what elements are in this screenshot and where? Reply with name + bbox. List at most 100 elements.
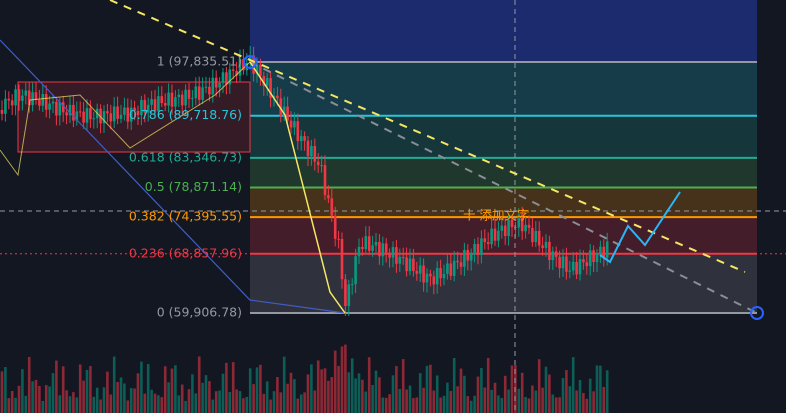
- candle-body: [463, 249, 466, 267]
- candle-body: [255, 64, 259, 74]
- volume-bar: [238, 391, 242, 413]
- candle-body: [61, 102, 65, 113]
- fib-band: [250, 115, 757, 158]
- volume-bar: [316, 360, 320, 413]
- volume-bar: [140, 361, 143, 413]
- volume-bar: [72, 392, 75, 413]
- candle-body: [313, 146, 317, 162]
- candle-body: [201, 87, 204, 100]
- candle-body: [65, 112, 68, 116]
- volume-bar: [527, 398, 531, 413]
- volume-bar: [259, 364, 262, 413]
- candle-body: [480, 238, 483, 255]
- volume-bar: [133, 388, 136, 413]
- candle-body: [548, 241, 551, 261]
- volume-bar: [507, 389, 510, 413]
- volume-bar: [95, 387, 99, 413]
- volume-bar: [398, 388, 402, 413]
- candle-body: [293, 121, 296, 128]
- candle-body: [228, 69, 232, 85]
- volume-bar: [374, 370, 378, 413]
- candle-body: [259, 64, 262, 77]
- candle-body: [269, 78, 272, 98]
- volume-bar: [75, 397, 79, 413]
- candle-body: [340, 238, 344, 280]
- volume-bar: [490, 389, 493, 413]
- annotation[interactable]: 十 添加文字: [463, 208, 529, 223]
- candle-body: [527, 224, 531, 228]
- candle-body: [418, 265, 422, 274]
- volume-bar: [599, 365, 602, 413]
- candle-body: [75, 111, 79, 121]
- candle-body: [395, 247, 398, 264]
- candle-body: [384, 243, 388, 253]
- candle-body: [208, 86, 211, 95]
- volume-bar: [119, 377, 123, 413]
- candle-body: [126, 107, 130, 122]
- candle-body: [517, 214, 521, 228]
- candle-body: [68, 104, 72, 116]
- volume-bar: [595, 365, 599, 413]
- volume-bar: [565, 370, 568, 413]
- volume-bar: [306, 374, 310, 413]
- candle-body: [58, 102, 62, 116]
- candle-body: [218, 82, 221, 88]
- candle-body: [167, 92, 170, 106]
- volume-bar: [228, 392, 232, 413]
- volume-bar: [61, 366, 65, 413]
- volume-bar: [160, 397, 164, 413]
- volume-bar: [225, 362, 228, 413]
- fib-label: 1 (97,835.51): [157, 54, 242, 69]
- candle-body: [143, 99, 147, 113]
- candle-body: [38, 99, 41, 106]
- volume-bar: [483, 387, 487, 413]
- candle-body: [272, 95, 276, 98]
- volume-bar: [187, 389, 191, 413]
- candle-body: [99, 108, 102, 124]
- candle-body: [544, 241, 548, 248]
- candle-body: [4, 98, 7, 114]
- volume-bar: [554, 397, 558, 413]
- candle-body: [333, 215, 337, 239]
- candle-body: [592, 250, 595, 263]
- candle-body: [7, 98, 11, 101]
- candle-body: [327, 195, 330, 199]
- volume-bar: [323, 368, 327, 413]
- volume-bar: [401, 359, 405, 413]
- volume-bar: [449, 390, 453, 413]
- candle-body: [367, 236, 371, 251]
- volume-bar: [558, 397, 561, 413]
- volume-bar: [344, 344, 347, 413]
- candle-body: [153, 99, 157, 112]
- candle-body: [235, 70, 238, 76]
- candle-body: [534, 230, 538, 243]
- candle-body: [364, 236, 368, 250]
- candle-body: [374, 241, 378, 246]
- candle-body: [388, 252, 391, 258]
- candle-body: [41, 94, 45, 106]
- volume-bar: [469, 400, 473, 413]
- volume-bar: [520, 372, 524, 413]
- volume-bar: [146, 364, 150, 413]
- candle-body: [558, 256, 561, 269]
- volume-bar: [194, 393, 198, 413]
- candle-body: [160, 96, 164, 104]
- fib-label: 0.786 (89,718.76): [129, 107, 242, 122]
- candle-body: [602, 246, 606, 258]
- volume-bar: [452, 358, 456, 413]
- volume-bar: [102, 387, 106, 413]
- volume-bar: [10, 390, 14, 413]
- fib-label: 0 (59,906.78): [157, 305, 242, 320]
- anchor-point[interactable]: [243, 55, 257, 69]
- fib-label: 0.382 (74,395.55): [129, 209, 242, 224]
- wave-line-left: [0, 61, 251, 177]
- candle-body: [435, 268, 439, 285]
- volume-bar: [218, 390, 221, 413]
- volume-bar: [473, 395, 476, 413]
- candle-body: [265, 78, 269, 86]
- volume-bar: [204, 375, 208, 413]
- candle-body: [184, 89, 187, 106]
- volume-bar: [405, 389, 408, 413]
- candle-body: [214, 77, 218, 88]
- anchor-point[interactable]: [750, 306, 764, 320]
